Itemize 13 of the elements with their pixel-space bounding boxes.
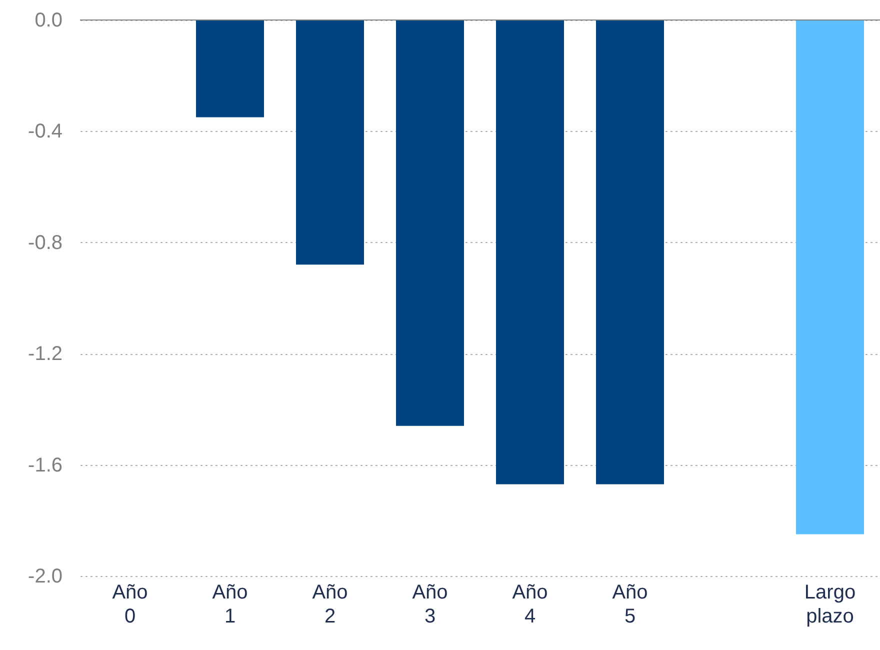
y-tick-label: -2.0	[28, 566, 62, 588]
x-tick-label: Año 5	[612, 582, 648, 628]
x-tick-label: Año 0	[112, 582, 148, 628]
y-tick-label: -1.2	[28, 343, 62, 366]
x-tick-label: Largo plazo	[804, 582, 856, 628]
x-tick-label: Año 2	[312, 582, 348, 628]
x-tick-label: Año 3	[412, 582, 448, 628]
x-tick-label: Año 1	[212, 582, 248, 628]
x-tick-label: Año 4	[512, 582, 548, 628]
y-tick-label: -0.4	[28, 120, 62, 143]
y-tick-label: 0.0	[34, 10, 62, 32]
y-tick-label: -0.8	[28, 232, 62, 254]
y-tick-label: -1.6	[28, 454, 62, 476]
